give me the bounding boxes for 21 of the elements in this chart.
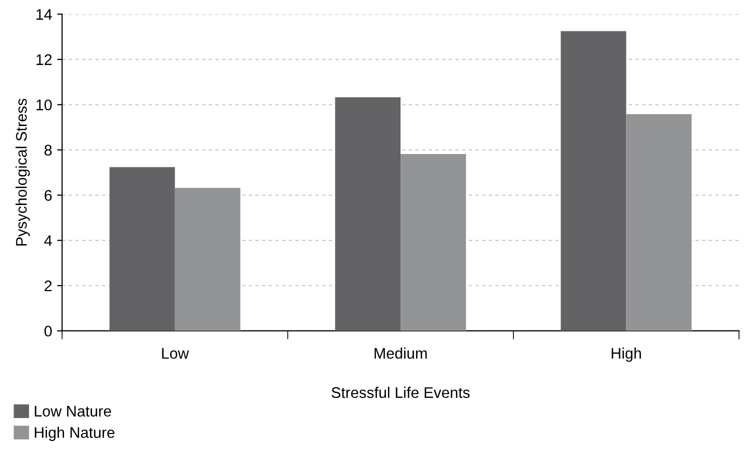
- x-tick-label: Low: [162, 348, 189, 359]
- y-axis-title: Pysychological Stress: [16, 98, 30, 246]
- y-tick-label: 14: [36, 9, 52, 20]
- y-tick-label: 6: [44, 190, 52, 201]
- x-tick-label: High: [612, 348, 641, 362]
- y-tick-label: 4: [44, 235, 52, 246]
- bar: [400, 154, 466, 331]
- x-axis-title: Stressful Life Events: [332, 386, 470, 398]
- y-tick-label: 2: [44, 280, 52, 292]
- bar: [560, 31, 626, 331]
- y-tick-label: 10: [36, 100, 52, 110]
- legend-label: High Nature: [34, 426, 114, 441]
- bar: [174, 188, 240, 331]
- legend-label: Low Nature: [34, 406, 112, 417]
- x-tick-label: Medium: [374, 348, 427, 359]
- y-tick-label: 8: [44, 144, 52, 156]
- bar: [109, 167, 175, 331]
- bar: [626, 114, 692, 331]
- y-tick-label: 12: [36, 54, 52, 65]
- y-tick-label: 0: [44, 326, 52, 337]
- bar: [335, 97, 401, 331]
